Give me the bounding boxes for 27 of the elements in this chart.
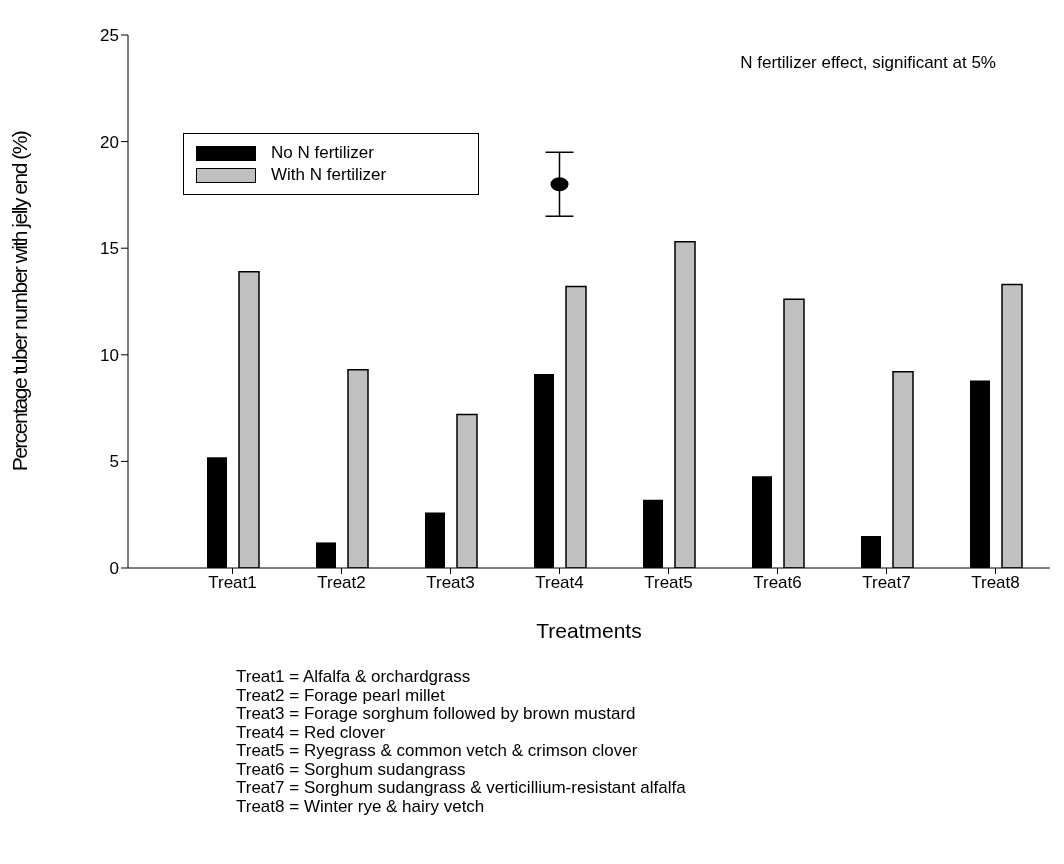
x-tick-label: Treat2 bbox=[317, 573, 366, 593]
text: Treat8 = Winter rye & hairy vetch bbox=[236, 796, 486, 816]
text: Treat6 = Sorghum sudangrass bbox=[236, 759, 467, 779]
y-tick-label: 5 bbox=[109, 452, 119, 472]
y-tick-label: 10 bbox=[100, 345, 119, 365]
x-tick-label: Treat8 bbox=[971, 573, 1020, 593]
y-tick-label: 15 bbox=[100, 239, 119, 259]
text: Treat1 = Alfalfa & orchardgrass bbox=[236, 667, 472, 687]
annotation: N fertilizer effect, significant at 5% bbox=[740, 53, 996, 73]
legend-label: No N fertilizer bbox=[271, 142, 374, 164]
x-axis-title: Treatments bbox=[536, 619, 642, 642]
text: Treat7 = Sorghum sudangrass & verticillium-resistant alfalfa bbox=[236, 778, 687, 798]
y-tick-label: 25 bbox=[100, 26, 119, 46]
x-tick-label: Treat4 bbox=[535, 573, 584, 593]
x-tick-label: Treat7 bbox=[862, 573, 911, 593]
x-tick-label: Treat5 bbox=[644, 573, 693, 593]
text: Treat3 = Forage sorghum followed by brown mustard bbox=[236, 704, 637, 724]
y-tick-label: 0 bbox=[109, 559, 119, 579]
x-tick-label: Treat1 bbox=[208, 573, 257, 593]
text: Treat2 = Forage pearl millet bbox=[236, 685, 446, 705]
x-tick-label: Treat6 bbox=[753, 573, 802, 593]
text: Treat5 = Ryegrass & common vetch & crimson clover bbox=[236, 741, 639, 761]
x-tick-label: Treat3 bbox=[426, 573, 475, 593]
legend-label: With N fertilizer bbox=[271, 164, 387, 186]
y-axis-title: Percentage tuber number with jelly end (%) bbox=[8, 131, 32, 472]
text: Treat4 = Red clover bbox=[236, 722, 387, 742]
y-tick-label: 20 bbox=[100, 132, 119, 152]
